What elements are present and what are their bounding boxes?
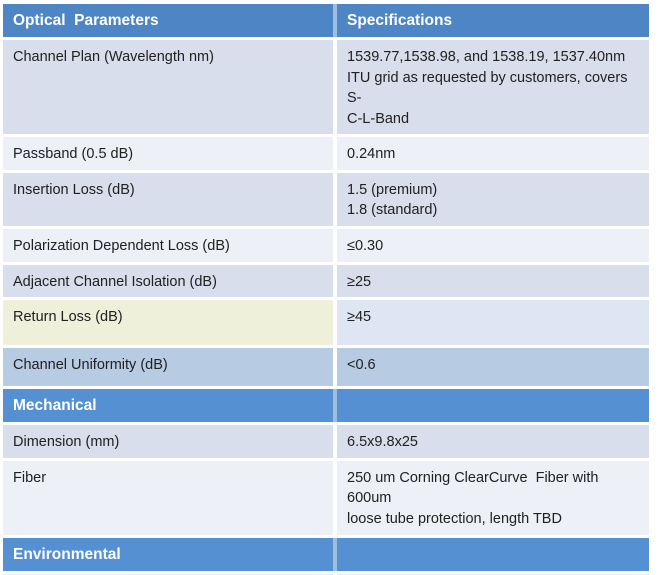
row-adjacent-channel-isolation: Adjacent Channel Isolation (dB) ≥25 (3, 264, 649, 298)
row-channel-plan-spec-text: 1539.77,1538.98, and 1538.19, 1537.40nm (347, 49, 626, 65)
row-return-loss-spec-cell: ≥45 (337, 300, 649, 346)
row-return-loss-param-cell: Return Loss (dB) (3, 300, 333, 346)
column-header-row-param-cell: Optical Parameters (3, 4, 333, 37)
row-fiber-param-cell: Fiber (3, 460, 333, 535)
section-header-mechanical: Mechanical (3, 389, 649, 423)
row-passband: Passband (0.5 dB) 0.24nm (3, 137, 649, 170)
row-fiber-spec-cell: 250 um Corning ClearCurve Fiber with 600… (337, 460, 649, 535)
section-header-environmental-spec-text (347, 544, 639, 566)
row-dimension-spec-cell: 6.5x9.8x25 (337, 425, 649, 458)
row-operating-temperature: Operating Temperature Range (°C) -5 to 70 (3, 573, 649, 575)
specifications-table: Optical Parameters Specifications Channel … (3, 4, 649, 575)
row-channel-plan-spec-text: ITU grid as requested by customers, cove… (347, 69, 632, 107)
row-channel-plan-param-cell: Channel Plan (Wavelength nm) (3, 40, 333, 135)
section-header-environmental-param-cell: Environmental (3, 537, 333, 571)
column-header-row-param-text: Optical Parameters (13, 12, 159, 29)
column-header-row: Optical Parameters Specifications (3, 4, 649, 37)
row-fiber: Fiber 250 um Corning ClearCurve Fiber wit… (3, 460, 649, 535)
row-polarization-dependent-loss-spec-text: ≤0.30 (347, 238, 384, 255)
row-adjacent-channel-isolation-param-cell: Adjacent Channel Isolation (dB) (3, 264, 333, 298)
row-insertion-loss: Insertion Loss (dB) 1.5 (premium) 1.8 (sta… (3, 172, 649, 227)
section-header-mechanical-spec-text (347, 395, 639, 417)
row-channel-uniformity-spec-cell: <0.6 (337, 348, 649, 387)
section-header-mechanical-param-text: Mechanical (13, 397, 97, 415)
row-dimension: Dimension (mm) 6.5x9.8x25 (3, 425, 649, 458)
section-header-environmental: Environmental (3, 537, 649, 571)
row-adjacent-channel-isolation-spec-cell: ≥25 (337, 264, 649, 298)
row-passband-spec-text: 0.24nm (347, 146, 396, 163)
row-channel-uniformity: Channel Uniformity (dB) <0.6 (3, 348, 649, 387)
row-dimension-param-text: Dimension (mm) (13, 434, 120, 451)
row-channel-uniformity-spec-text: <0.6 (347, 357, 376, 374)
row-dimension-param-cell: Dimension (mm) (3, 425, 333, 458)
row-insertion-loss-spec-cell: 1.5 (premium) 1.8 (standard) (337, 172, 649, 227)
row-insertion-loss-spec-text: 1.5 (premium) (347, 181, 438, 198)
row-passband-spec-cell: 0.24nm (337, 137, 649, 170)
row-insertion-loss-param-text: Insertion Loss (dB) (13, 181, 135, 198)
row-operating-temperature-param-cell: Operating Temperature Range (°C) (3, 573, 333, 575)
section-header-mechanical-spec-cell (337, 389, 649, 423)
column-header-row-spec-cell: Specifications (337, 4, 649, 37)
row-fiber-spec-text: loose tube protection, length TBD (347, 510, 562, 527)
section-header-mechanical-param-cell: Mechanical (3, 389, 333, 423)
row-passband-param-text: Passband (0.5 dB) (13, 146, 134, 163)
row-channel-plan: Channel Plan (Wavelength nm) 1539.77,1538… (3, 40, 649, 135)
row-passband-param-cell: Passband (0.5 dB) (3, 137, 333, 170)
row-return-loss-param-text: Return Loss (dB) (13, 309, 123, 326)
row-fiber-spec-text: 250 um Corning ClearCurve Fiber with 600… (347, 469, 603, 507)
column-header-row-spec-text: Specifications (347, 12, 453, 29)
row-dimension-spec-text: 6.5x9.8x25 (347, 434, 418, 451)
row-fiber-param-text: Fiber (13, 469, 47, 486)
row-channel-plan-spec-text: C-L-Band (347, 110, 410, 127)
section-header-environmental-spec-cell (337, 537, 649, 571)
section-header-environmental-param-text: Environmental (13, 545, 121, 563)
row-return-loss: Return Loss (dB) ≥45 (3, 300, 649, 346)
row-adjacent-channel-isolation-param-text: Adjacent Channel Isolation (dB) (13, 273, 217, 290)
row-polarization-dependent-loss: Polarization Dependent Loss (dB) ≤0.30 (3, 229, 649, 262)
row-insertion-loss-param-cell: Insertion Loss (dB) (3, 172, 333, 227)
row-polarization-dependent-loss-param-cell: Polarization Dependent Loss (dB) (3, 229, 333, 262)
row-insertion-loss-spec-text: 1.8 (standard) (347, 202, 438, 219)
row-adjacent-channel-isolation-spec-text: ≥25 (347, 273, 372, 290)
row-return-loss-spec-text: ≥45 (347, 309, 372, 326)
row-channel-plan-param-text: Channel Plan (Wavelength nm) (13, 49, 214, 65)
row-operating-temperature-spec-cell: -5 to 70 (337, 573, 649, 575)
row-channel-uniformity-param-cell: Channel Uniformity (dB) (3, 348, 333, 387)
row-channel-plan-spec-cell: 1539.77,1538.98, and 1538.19, 1537.40nm I… (337, 40, 649, 135)
row-channel-uniformity-param-text: Channel Uniformity (dB) (13, 357, 168, 374)
row-polarization-dependent-loss-spec-cell: ≤0.30 (337, 229, 649, 262)
row-polarization-dependent-loss-param-text: Polarization Dependent Loss (dB) (13, 238, 230, 255)
